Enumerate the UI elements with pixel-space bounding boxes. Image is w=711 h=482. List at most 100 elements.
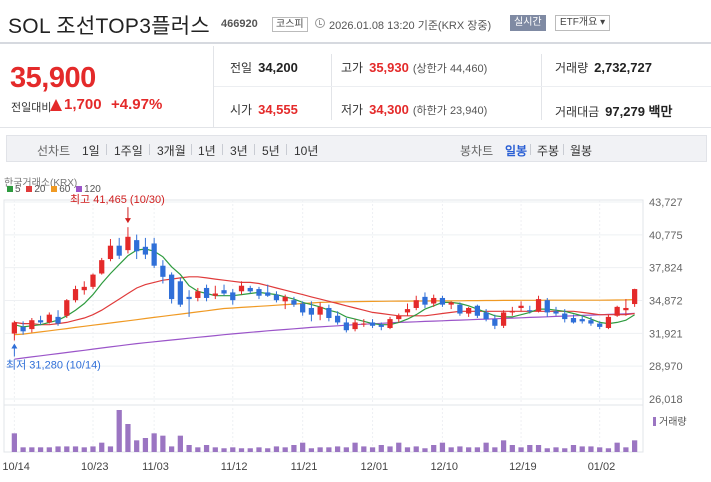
candle-body <box>588 320 594 324</box>
volume-bar <box>605 448 612 452</box>
high-label: 고가 <box>341 61 364 75</box>
ma60-line <box>14 299 635 336</box>
monthly-candle-tab[interactable]: 월봉 <box>570 144 593 158</box>
etf-overview-dropdown[interactable]: ETF개요 ▾ <box>555 15 611 31</box>
candle-body <box>72 289 79 301</box>
legend-ma60-swatch <box>51 186 58 192</box>
low-label: 저가 <box>341 103 364 117</box>
volume-bar <box>361 446 367 452</box>
period-5y[interactable]: 5년 <box>262 144 280 158</box>
volume-bar <box>46 447 52 452</box>
candle-body <box>46 314 52 323</box>
candle-body <box>597 323 603 327</box>
y-tick-label: 37,824 <box>649 263 683 275</box>
open-price: 시가 34,555 <box>230 101 298 118</box>
volume-bar <box>457 446 463 452</box>
volume-bar <box>448 447 454 452</box>
volume-bar <box>326 447 332 452</box>
price-chart: 43,727 40,775 37,824 34,872 31,921 28,970 26,0… <box>0 170 711 482</box>
candle-body <box>64 300 70 316</box>
period-10y[interactable]: 10년 <box>294 144 319 158</box>
chart-source: 한국거래소(KRX) <box>4 178 78 189</box>
period-3m[interactable]: 3개월 <box>157 144 186 158</box>
period-1d[interactable]: 1일 <box>82 144 100 158</box>
legend-ma60: 60 <box>59 184 71 195</box>
upper-limit: (상한가 44,460) <box>412 63 488 75</box>
low-annotation: 최저 31,280 (10/14) <box>6 358 101 371</box>
candle-body <box>623 307 629 311</box>
candle-body <box>142 246 149 255</box>
candle-body <box>396 315 402 320</box>
candle-body <box>107 245 114 260</box>
candle-body <box>334 315 341 323</box>
quote-panel: 35,900 전일대비 1,700 +4.97% 전일 34,200 고가 35,9… <box>0 46 711 128</box>
x-tick-label: 12/19 <box>509 461 537 473</box>
volume-bar <box>439 442 446 452</box>
realtime-button[interactable]: 실시간 <box>510 15 546 31</box>
line-chart-button[interactable]: 선차트 <box>37 144 71 158</box>
candle-body <box>221 290 227 294</box>
y-tick-label: 26,018 <box>649 394 683 406</box>
y-tick-label: 28,970 <box>649 361 683 373</box>
chart-frame <box>3 199 644 453</box>
volume-bar <box>72 446 79 452</box>
candle-body <box>518 305 524 308</box>
volume-bar <box>273 446 280 452</box>
change-percent: +4.97% <box>111 96 163 113</box>
volume-bar <box>422 448 428 452</box>
volume-value: 2,732,727 <box>594 60 652 75</box>
low-price: 저가 34,300 (하한가 23,940) <box>341 101 487 118</box>
volume-bar <box>343 447 349 452</box>
volume-bar <box>186 445 192 452</box>
candle-body <box>562 313 568 320</box>
candle-body <box>413 300 419 308</box>
volume-bar <box>413 446 419 452</box>
lower-limit: (하한가 23,940) <box>412 105 488 117</box>
candle-body <box>317 306 323 315</box>
volume-bar <box>90 446 96 452</box>
candle-body <box>168 274 175 300</box>
candle-body <box>579 319 585 322</box>
weekly-candle-tab[interactable]: 주봉 <box>537 144 560 158</box>
volume-bar <box>64 446 70 452</box>
candle-chart-button[interactable]: 봉차트 <box>460 144 494 158</box>
candle-body <box>134 240 140 252</box>
candle-body <box>632 289 638 305</box>
period-toolbar: 선차트 1일 1주일 3개월 1년 3년 5년 10년 봉차트 일봉 주봉 월봉 <box>6 135 707 162</box>
volume-bar <box>352 442 358 452</box>
candle-body <box>273 294 280 301</box>
volume-bar <box>570 445 577 452</box>
candle-body <box>11 322 17 334</box>
change-value: 1,700 <box>64 96 102 113</box>
change-label: 전일대비 <box>11 102 52 114</box>
x-tick-label: 11/12 <box>221 461 248 473</box>
stock-name: SOL 조선TOP3플러스 <box>8 15 211 38</box>
volume-bar <box>195 447 201 452</box>
volume-bar <box>500 440 507 452</box>
period-3y[interactable]: 3년 <box>230 144 248 158</box>
candle-body <box>247 287 253 292</box>
candle-body <box>37 320 44 323</box>
candle-body <box>186 296 192 300</box>
volume-legend-swatch <box>653 417 656 426</box>
volume-bar <box>579 446 585 452</box>
market-badge: 코스피 <box>272 17 308 32</box>
volume-label: 거래량 <box>555 61 589 75</box>
period-1y[interactable]: 1년 <box>198 144 216 158</box>
volume-bar <box>378 445 384 452</box>
current-price: 35,900 <box>10 62 96 94</box>
volume-bar <box>107 446 114 452</box>
volume-bar <box>404 447 411 452</box>
volume-bar <box>99 442 105 452</box>
volume-bar <box>597 447 603 452</box>
volume-bar <box>553 447 559 452</box>
candle-body <box>230 292 236 301</box>
prev-close: 전일 34,200 <box>230 59 298 76</box>
candle-body <box>125 236 131 251</box>
candle-body <box>203 287 210 298</box>
volume-bar <box>212 447 218 452</box>
legend-ma20-swatch <box>26 186 33 192</box>
volume-bar <box>623 447 629 452</box>
daily-candle-tab[interactable]: 일봉 <box>505 144 528 158</box>
period-1w[interactable]: 1주일 <box>114 144 143 158</box>
